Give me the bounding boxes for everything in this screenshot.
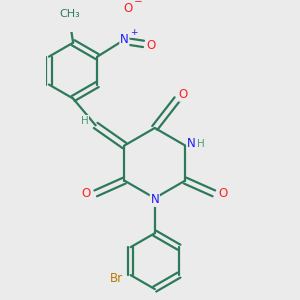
Text: O: O xyxy=(147,39,156,52)
Text: O: O xyxy=(82,187,91,200)
Text: +: + xyxy=(130,28,138,37)
Text: O: O xyxy=(179,88,188,101)
Text: N: N xyxy=(150,193,159,206)
Text: N: N xyxy=(187,137,196,150)
Text: O: O xyxy=(219,187,228,200)
Text: Br: Br xyxy=(110,272,123,285)
Text: CH₃: CH₃ xyxy=(59,9,80,19)
Text: N: N xyxy=(120,33,129,46)
Text: H: H xyxy=(197,139,205,149)
Text: H: H xyxy=(81,116,88,126)
Text: O: O xyxy=(123,2,132,15)
Text: −: − xyxy=(134,0,143,8)
